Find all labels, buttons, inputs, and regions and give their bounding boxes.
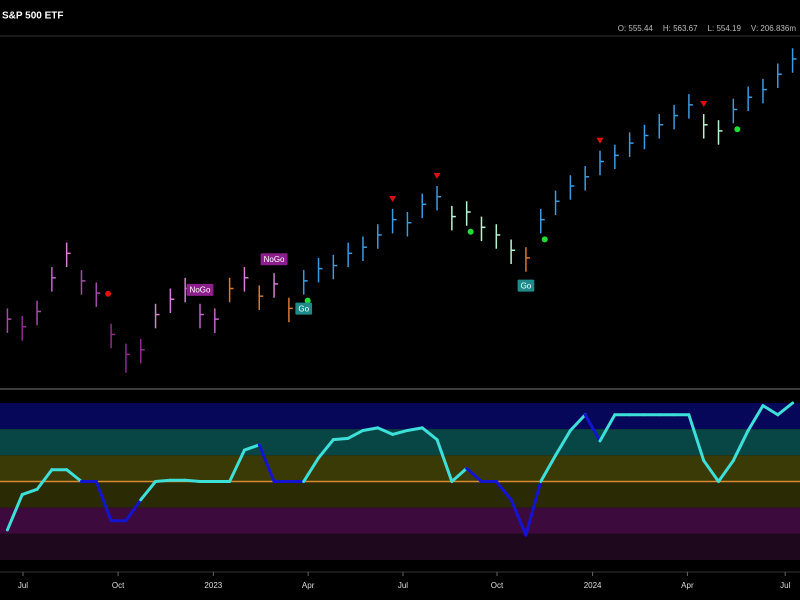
x-tick-label: 2024 xyxy=(584,581,602,590)
go-dot xyxy=(304,297,311,304)
oscillator-segment xyxy=(35,468,54,491)
quote-text: L: 554.19 xyxy=(708,24,742,33)
oscillator-segment xyxy=(554,428,572,457)
chart-title: S&P 500 ETF xyxy=(2,11,64,22)
oscillator-segment xyxy=(346,428,365,440)
oscillator-segment xyxy=(94,480,113,523)
oscillator-segment xyxy=(139,480,158,502)
oscillator-segment xyxy=(494,480,513,502)
annotation-box xyxy=(260,253,288,266)
x-tick-label: Apr xyxy=(302,581,315,590)
oscillator-segment xyxy=(746,404,765,432)
zone-band xyxy=(0,533,800,560)
x-tick-label: Jul xyxy=(18,581,28,590)
annotation-box xyxy=(186,283,214,296)
x-tick-label: Oct xyxy=(112,581,125,590)
quote-text: V: 206.836m xyxy=(751,24,796,33)
oscillator-segment xyxy=(361,426,380,432)
oscillator-segment xyxy=(65,468,83,483)
go-dot xyxy=(734,126,741,133)
oscillator-segment xyxy=(391,428,409,436)
x-tick-label: Apr xyxy=(681,581,694,590)
oscillator-segment xyxy=(465,466,483,483)
go-dot xyxy=(541,236,548,243)
oscillator-segment xyxy=(776,401,795,417)
annotation-label: NoGo xyxy=(264,255,285,264)
oscillator-segment xyxy=(20,487,39,497)
zone-band xyxy=(0,481,800,508)
oscillator-segment xyxy=(331,436,350,442)
zone-band xyxy=(0,455,800,482)
nogo-dot xyxy=(105,290,112,297)
oscillator-segment xyxy=(405,426,424,432)
x-tick-label: Jul xyxy=(780,581,790,590)
annotation-label: NoGo xyxy=(190,285,211,294)
oscillator-segment xyxy=(183,478,202,483)
oscillator-segment xyxy=(5,493,24,532)
quote-text: H: 563.67 xyxy=(663,24,698,33)
x-tick-label: Oct xyxy=(491,581,504,590)
oscillator-segment xyxy=(450,466,469,483)
sell-signal xyxy=(596,137,604,144)
oscillator-segment xyxy=(761,404,780,417)
annotation-box xyxy=(517,279,535,292)
x-tick-label: 2023 xyxy=(204,581,222,590)
oscillator-segment xyxy=(228,448,246,483)
oscillator-segment xyxy=(509,498,528,537)
sell-signal xyxy=(700,101,708,108)
oscillator-segment xyxy=(731,428,750,463)
oscillator-segment xyxy=(376,426,395,436)
oscillator-segment xyxy=(583,413,602,443)
oscillator-segment xyxy=(598,413,617,443)
x-tick-label: Jul xyxy=(398,581,408,590)
oscillator-segment xyxy=(257,443,276,483)
annotation-label: Go xyxy=(521,281,532,290)
go-dot xyxy=(467,228,474,235)
oscillator-segment xyxy=(317,438,335,460)
oscillator-segment xyxy=(154,478,172,483)
oscillator-segment xyxy=(568,413,587,432)
oscillator-segment xyxy=(242,443,261,452)
oscillator-segment xyxy=(702,459,721,483)
annotation-box xyxy=(295,302,313,315)
quote-text: O: 555.44 xyxy=(618,24,654,33)
sell-signal xyxy=(389,195,397,202)
oscillator-segment xyxy=(435,438,454,483)
oscillator-segment xyxy=(717,459,735,483)
oscillator-segment xyxy=(302,456,321,483)
oscillator-segment xyxy=(524,480,543,537)
annotation-label: Go xyxy=(298,304,309,313)
oscillator-segment xyxy=(687,413,706,463)
oscillator-segment xyxy=(124,498,143,523)
oscillator-segment xyxy=(420,426,439,442)
oscillator-segment xyxy=(539,453,558,483)
sell-signal xyxy=(433,172,441,179)
